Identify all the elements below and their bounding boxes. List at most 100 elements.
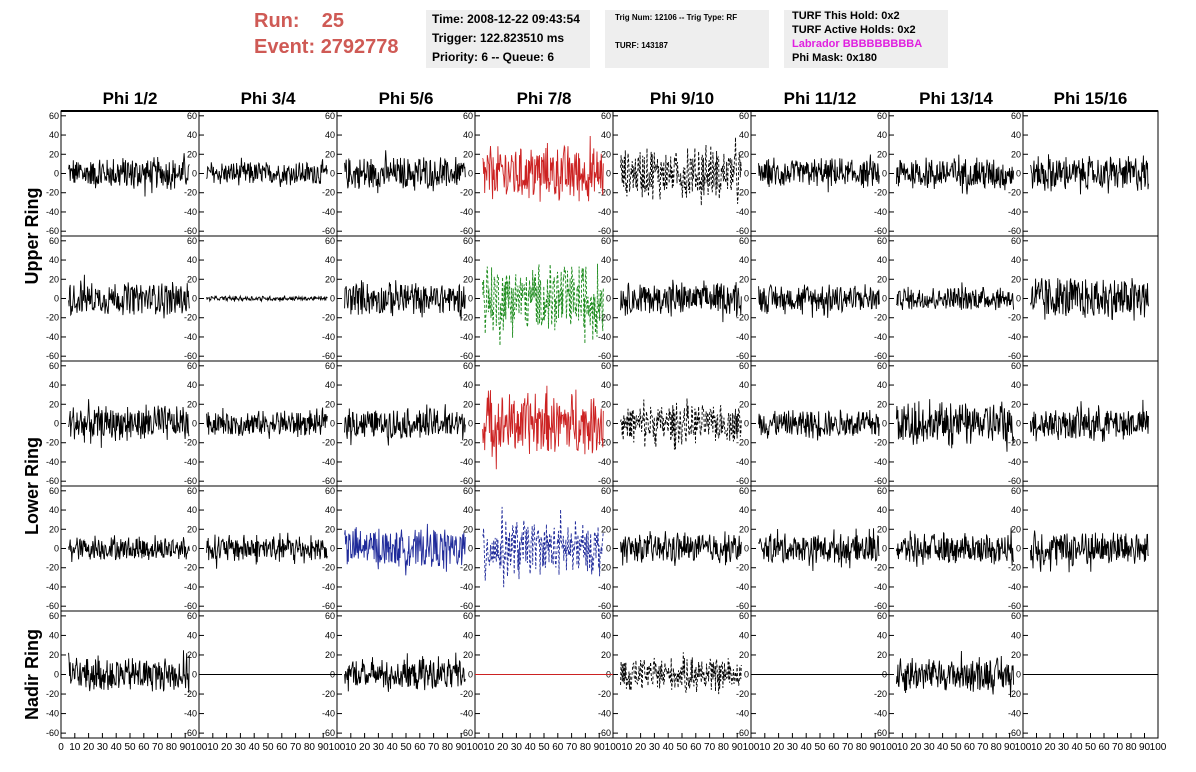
trig-num-text: Trig Num: 12106 -- Trig Type: RF — [615, 13, 738, 22]
y-tick-label: 40 — [1011, 505, 1021, 515]
waveform-trace — [68, 650, 190, 693]
y-tick-label: 60 — [187, 236, 197, 246]
y-tick-label: -40 — [184, 709, 197, 719]
x-tick-label: 40 — [663, 742, 675, 753]
turf-text: TURF: 143187 — [615, 41, 668, 50]
labrador-text: Labrador BBBBBBBBBA — [792, 38, 923, 50]
y-tick-label: 40 — [601, 380, 611, 390]
y-tick-label: 40 — [739, 630, 749, 640]
waveform-trace — [1029, 154, 1149, 195]
y-tick-label: 0 — [192, 169, 197, 179]
time-info-box: Time: 2008-12-22 09:43:54 Trigger: 122.8… — [426, 10, 590, 68]
y-tick-label: -40 — [874, 207, 887, 217]
y-tick-label: -20 — [184, 313, 197, 323]
x-tick-label: 40 — [111, 742, 123, 753]
column-title: Phi 3/4 — [241, 89, 296, 108]
x-tick-label: 90 — [456, 742, 468, 753]
y-tick-label: 40 — [601, 130, 611, 140]
y-tick-label: -40 — [736, 207, 749, 217]
y-tick-label: 40 — [1011, 255, 1021, 265]
x-tick-label: 50 — [1085, 742, 1097, 753]
y-tick-label: -20 — [874, 188, 887, 198]
y-tick-label: 40 — [49, 380, 59, 390]
y-tick-label: 20 — [325, 149, 335, 159]
y-tick-label: -60 — [736, 601, 749, 611]
x-tick-label: 90 — [594, 742, 606, 753]
y-tick-label: 60 — [187, 361, 197, 371]
y-tick-label: -60 — [736, 728, 749, 738]
y-tick-label: -60 — [460, 476, 473, 486]
y-tick-label: 60 — [739, 611, 749, 621]
y-tick-label: -60 — [736, 476, 749, 486]
y-tick-label: -20 — [460, 438, 473, 448]
y-tick-label: -60 — [460, 728, 473, 738]
y-tick-label: 0 — [882, 294, 887, 304]
x-tick-label: 80 — [1125, 742, 1137, 753]
y-tick-label: 20 — [49, 399, 59, 409]
run-value: 25 — [321, 10, 345, 32]
y-tick-label: 20 — [1011, 274, 1021, 284]
y-tick-label: 40 — [463, 130, 473, 140]
y-tick-label: 40 — [1011, 630, 1021, 640]
x-tick-label: 10 — [1031, 742, 1043, 753]
y-tick-label: -40 — [184, 457, 197, 467]
y-tick-label: -60 — [598, 601, 611, 611]
turf-info-box: TURF This Hold: 0x2 TURF Active Holds: 0… — [784, 10, 948, 68]
y-tick-label: 40 — [187, 130, 197, 140]
waveform-trace — [68, 399, 190, 448]
y-tick-label: -20 — [322, 438, 335, 448]
x-tick-label: 90 — [870, 742, 882, 753]
y-tick-label: -40 — [322, 582, 335, 592]
waveform-trace — [344, 523, 466, 576]
y-tick-label: -60 — [184, 476, 197, 486]
y-tick-label: 0 — [54, 294, 59, 304]
event-value: 2792778 — [320, 36, 399, 58]
y-tick-label: 40 — [877, 505, 887, 515]
y-tick-label: -40 — [46, 457, 59, 467]
x-tick-label: 20 — [221, 742, 233, 753]
y-tick-label: 40 — [877, 255, 887, 265]
event-label: Event: — [254, 36, 316, 58]
y-tick-label: -40 — [184, 207, 197, 217]
y-tick-label: -60 — [46, 728, 59, 738]
y-tick-label: 40 — [739, 505, 749, 515]
waveform-trace — [482, 506, 604, 588]
y-tick-label: 20 — [49, 149, 59, 159]
x-tick-label: 90 — [1139, 742, 1151, 753]
y-tick-label: 20 — [49, 650, 59, 660]
y-tick-label: 0 — [330, 544, 335, 554]
y-tick-label: -60 — [46, 226, 59, 236]
y-tick-label: -20 — [736, 438, 749, 448]
row-label: Nadir Ring — [22, 629, 42, 720]
y-tick-label: 60 — [1011, 236, 1021, 246]
x-tick-label: 10 — [69, 742, 81, 753]
x-tick-label: 40 — [1071, 742, 1083, 753]
phi-mask-text: Phi Mask: 0x180 — [792, 52, 877, 64]
y-tick-label: -20 — [184, 689, 197, 699]
waveform-trace — [620, 137, 742, 206]
y-tick-label: 0 — [468, 294, 473, 304]
y-tick-label: -20 — [46, 438, 59, 448]
x-tick-label: 60 — [964, 742, 976, 753]
x-tick-label: 30 — [511, 742, 523, 753]
y-tick-label: 60 — [49, 236, 59, 246]
x-tick-label: 80 — [718, 742, 730, 753]
y-tick-label: 0 — [606, 294, 611, 304]
waveform-trace — [344, 404, 466, 446]
y-tick-label: -40 — [460, 207, 473, 217]
y-tick-label: 0 — [1016, 670, 1021, 680]
y-tick-label: -60 — [598, 728, 611, 738]
x-tick-label: 50 — [814, 742, 826, 753]
y-tick-label: -20 — [46, 188, 59, 198]
y-tick-label: 0 — [330, 419, 335, 429]
y-tick-label: -40 — [736, 709, 749, 719]
y-tick-label: -40 — [46, 582, 59, 592]
x-tick-label: 30 — [235, 742, 247, 753]
x-tick-label: 80 — [304, 742, 316, 753]
y-tick-label: -60 — [736, 226, 749, 236]
y-tick-label: -60 — [1008, 728, 1021, 738]
x-tick-label: 70 — [1112, 742, 1124, 753]
x-tick-label: 50 — [538, 742, 550, 753]
y-tick-label: 60 — [601, 611, 611, 621]
